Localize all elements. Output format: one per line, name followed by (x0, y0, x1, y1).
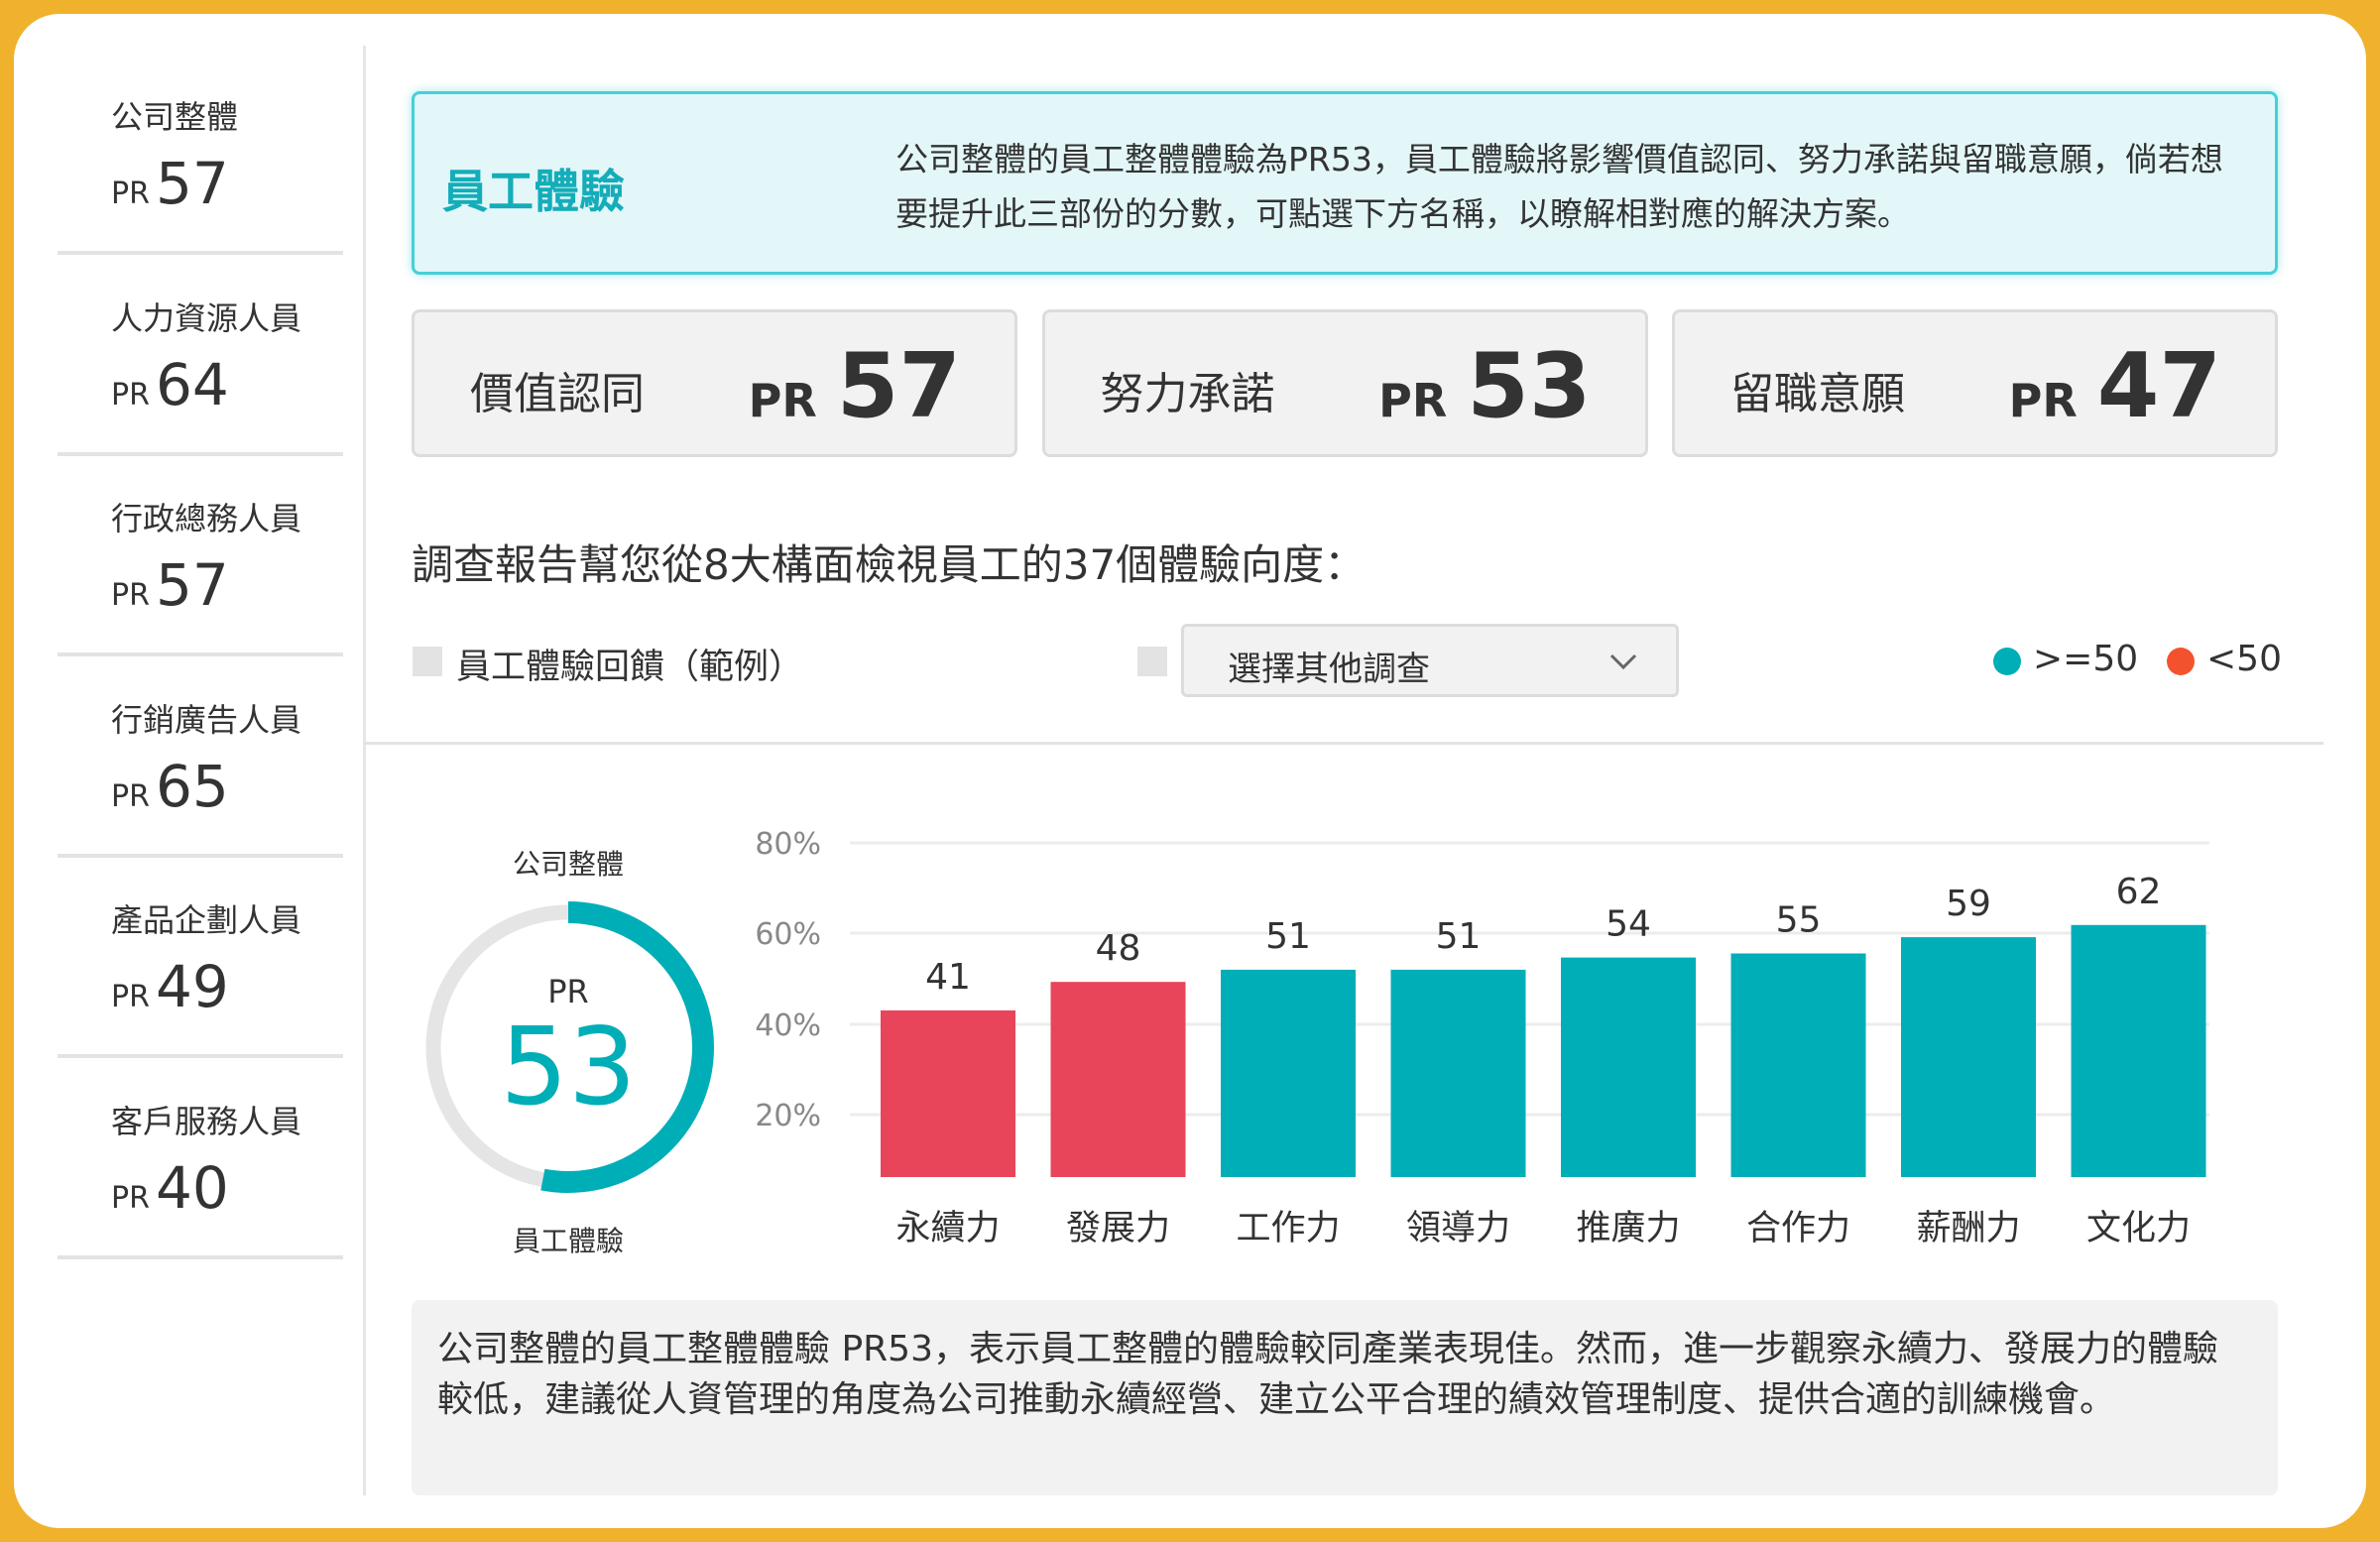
pr-value: 57 (155, 150, 229, 217)
bar-value-label: 59 (1946, 884, 1991, 924)
donut-bottom-label: 員工體驗 (512, 1225, 625, 1257)
pr-value: 47 (2096, 334, 2221, 438)
pr-value: 65 (155, 752, 229, 820)
bar (1901, 937, 2036, 1177)
pr-value: 40 (155, 1153, 229, 1222)
legend-dot-high (1993, 648, 2021, 675)
bar (2071, 924, 2206, 1177)
pr-prefix: PR (1378, 374, 1448, 427)
pr-value: 64 (155, 350, 229, 418)
bar (1561, 957, 1696, 1177)
dropdown-value: 選擇其他調查 (1228, 650, 1430, 689)
pr-value: 49 (155, 953, 229, 1020)
sidebar-item-label: 行政總務人員 (111, 500, 302, 537)
bar-value-label: 48 (1096, 928, 1141, 969)
donut-top-label: 公司整體 (512, 848, 625, 881)
category-label: 工作力 (1236, 1209, 1340, 1248)
pr-prefix: PR (111, 177, 150, 211)
survey-dropdown[interactable]: 選擇其他調查 (1181, 624, 1679, 697)
category-label: 推廣力 (1576, 1209, 1680, 1248)
sidebar-divider (363, 46, 366, 1495)
donut-chart: PR 53 (422, 901, 714, 1193)
pr-value: 53 (1467, 334, 1592, 438)
bar-value-label: 51 (1436, 916, 1482, 957)
donut-pr-prefix: PR (547, 973, 589, 1010)
bar (881, 1009, 1015, 1177)
sidebar-item-label: 客戶服務人員 (111, 1102, 302, 1140)
pr-prefix: PR (111, 778, 150, 814)
category-label: 領導力 (1406, 1209, 1510, 1248)
pr-prefix: PR (2008, 374, 2078, 427)
pr-prefix: PR (111, 377, 150, 413)
bar (1050, 982, 1186, 1177)
sidebar-item-label: 人力資源人員 (111, 298, 302, 337)
pr-value: 57 (836, 334, 961, 438)
chevron-down-icon (1609, 653, 1637, 670)
y-tick-label: 40% (755, 1008, 821, 1043)
info-title: 員工體驗 (442, 165, 625, 218)
pr-prefix: PR (111, 980, 150, 1014)
summary-text: 公司整體的員工整體體驗 PR53，表示員工整體的體驗較同產業表現佳。然而，進一步… (437, 1329, 2218, 1420)
pr-value: 57 (155, 551, 229, 619)
card-score: PR 57 (749, 334, 961, 438)
category-label: 文化力 (2086, 1209, 2191, 1248)
survey-label: 員工體驗回饋（範例） (456, 648, 804, 687)
category-label: 發展力 (1066, 1209, 1170, 1248)
donut-value: 53 (500, 1006, 636, 1129)
pr-prefix: PR (111, 578, 150, 613)
card-score: PR 53 (1378, 334, 1591, 438)
score-card[interactable]: 價值認同 PR 57 (412, 309, 1017, 457)
sidebar-item-score: PR 57 (111, 551, 229, 619)
legend-label-low: <50 (2206, 639, 2282, 679)
category-label: 合作力 (1746, 1209, 1850, 1248)
section-heading: 調查報告幫您從8大構面檢視員工的37個體驗向度： (412, 540, 1367, 589)
sidebar-item[interactable]: 行銷廣告人員 PR 65 (58, 657, 343, 858)
info-banner: 員工體驗 公司整體的員工整體體驗為PR53，員工體驗將影響價值認同、努力承諾與留… (412, 91, 2278, 275)
info-description: 公司整體的員工整體體驗為PR53，員工體驗將影響價值認同、努力承諾與留職意願，倘… (895, 140, 2223, 233)
bar-value-label: 62 (2116, 872, 2162, 912)
legend-label-high: >=50 (2033, 639, 2139, 679)
sidebar-item-score: PR 64 (111, 351, 229, 418)
bar (1221, 969, 1356, 1177)
bar-value-label: 41 (925, 957, 971, 998)
section-divider (364, 742, 2323, 745)
summary-box: 公司整體的員工整體體驗 PR53，表示員工整體的體驗較同產業表現佳。然而，進一步… (412, 1300, 2278, 1495)
legend-dot-low (2167, 648, 2195, 675)
card-score: PR 47 (2009, 334, 2221, 438)
y-tick-label: 80% (755, 827, 821, 862)
bar-chart: 80% 60% 40% 20% 41 永續力 48 發展力 51 工作力 51 領導力 54 推廣力 55 合… (755, 827, 2209, 1248)
sidebar-item[interactable]: 人力資源人員 PR 64 (58, 256, 343, 456)
bar-value-label: 54 (1606, 904, 1651, 945)
bar (1730, 953, 1866, 1177)
score-card[interactable]: 努力承諾 PR 53 (1041, 309, 1648, 457)
card-label: 留職意願 (1730, 369, 1905, 419)
other-survey-checkbox[interactable] (1137, 647, 1167, 676)
sidebar-item-score: PR 57 (111, 150, 229, 217)
category-label: 永續力 (895, 1209, 1000, 1248)
sidebar-item-label: 產品企劃人員 (111, 901, 302, 939)
sidebar-item[interactable]: 客戶服務人員 PR 40 (58, 1059, 343, 1259)
sidebar-item-score: PR 49 (111, 953, 229, 1020)
sidebar-item[interactable]: 公司整體 PR 57 (58, 55, 343, 255)
bar-value-label: 55 (1776, 900, 1822, 941)
category-label: 薪酬力 (1916, 1209, 2020, 1248)
y-tick-label: 60% (755, 917, 821, 952)
pr-prefix: PR (111, 1180, 150, 1216)
bar (1390, 969, 1526, 1177)
score-card[interactable]: 留職意願 PR 47 (1672, 309, 2278, 457)
survey-checkbox[interactable] (413, 647, 442, 676)
pr-prefix: PR (748, 374, 817, 427)
sidebar-item-score: PR 65 (111, 753, 229, 820)
sidebar-item-label: 行銷廣告人員 (111, 700, 302, 739)
donut-progress (422, 901, 714, 1193)
sidebar-item-score: PR 40 (111, 1154, 229, 1222)
sidebar-item[interactable]: 行政總務人員 PR 57 (58, 456, 343, 656)
bar-value-label: 51 (1265, 916, 1311, 957)
card-label: 努力承諾 (1100, 369, 1275, 419)
sidebar-item-label: 公司整體 (111, 98, 239, 136)
sidebar-item[interactable]: 產品企劃人員 PR 49 (58, 858, 343, 1058)
y-tick-label: 20% (755, 1099, 821, 1133)
card-label: 價值認同 (470, 369, 645, 419)
